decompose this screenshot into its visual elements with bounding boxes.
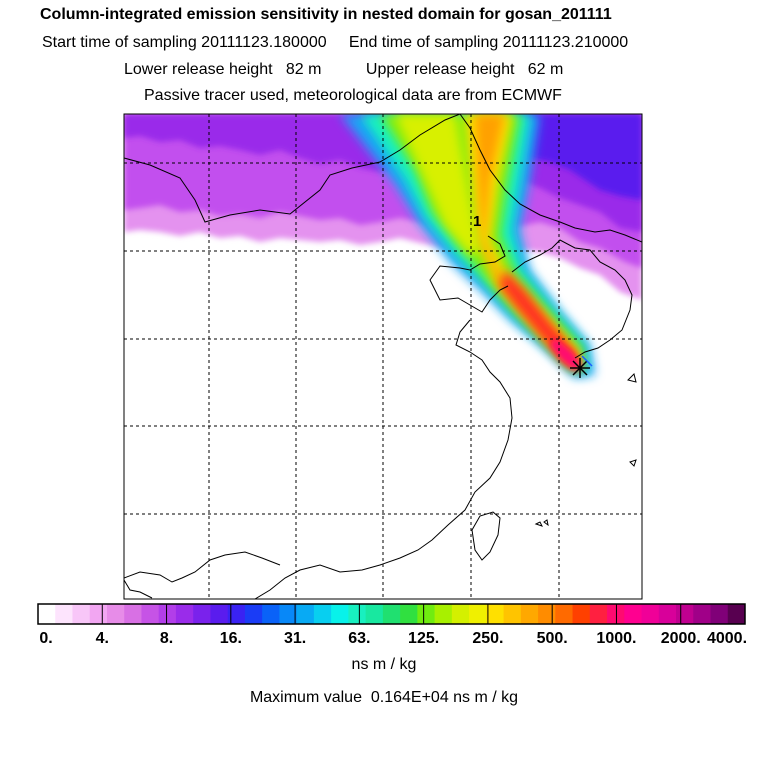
coastlines xyxy=(124,114,642,599)
upper-release-label: Upper release height 62 m xyxy=(365,61,564,78)
colorbar-swatch xyxy=(124,604,142,624)
colorbar-swatch xyxy=(641,604,660,624)
plume-band-yellow-left xyxy=(395,114,480,255)
colorbar-swatch xyxy=(469,604,487,624)
colorbar-swatch xyxy=(296,604,315,624)
colorbar-swatch xyxy=(262,604,280,624)
colorbar-swatch xyxy=(417,604,436,624)
site-marker-group xyxy=(570,355,593,378)
colorbar-tick-label: 4000. xyxy=(706,630,748,647)
colorbar-swatch xyxy=(400,604,418,624)
colorbar-swatch xyxy=(624,604,643,624)
colorbar-tick-label: 250. xyxy=(472,630,504,647)
colorbar-swatch xyxy=(348,604,367,624)
tracer-note: Passive tracer used, meteorological data… xyxy=(144,87,562,104)
colorbar-tick-label: 125. xyxy=(408,630,440,647)
colorbar-tick-label: 4. xyxy=(95,630,109,647)
colorbar-swatch xyxy=(693,604,712,624)
colorbar-unit: ns m / kg xyxy=(351,656,417,673)
colorbar-swatch xyxy=(503,604,522,624)
colorbar-swatch xyxy=(658,604,677,624)
label-1: 1 xyxy=(473,213,481,230)
colorbar-swatch xyxy=(175,604,194,624)
colorbar-swatch xyxy=(72,604,91,624)
colorbar-swatch xyxy=(210,604,229,624)
lat-lon-grid xyxy=(124,114,642,599)
sampling-times: Start time of sampling 20111123.180000 E… xyxy=(42,34,768,52)
sensitivity-field-top xyxy=(360,114,642,200)
colorbar xyxy=(37,603,746,625)
colorbar-swatch xyxy=(538,604,556,624)
colorbar-frame xyxy=(37,603,746,625)
colorbar-swatch xyxy=(244,604,263,624)
colorbar-swatch xyxy=(520,604,539,624)
plot-title: Column-integrated emission sensitivity i… xyxy=(40,6,612,23)
colorbar-swatch xyxy=(313,604,332,624)
colorbar-tick-label: 16. xyxy=(219,630,242,647)
maximum-value-text: Maximum value 0.164E+04 ns m / kg xyxy=(249,689,519,706)
plume-band-yellow xyxy=(465,114,580,368)
colorbar-swatch xyxy=(572,604,591,624)
colorbar-swatch xyxy=(710,604,729,624)
colorbar-swatch xyxy=(193,604,211,624)
colorbar-tick-label: 8. xyxy=(159,630,174,647)
colorbar-swatch xyxy=(158,604,177,624)
colorbar-swatch xyxy=(227,604,246,624)
lower-release-label: Lower release height 82 m xyxy=(124,61,322,78)
end-time-label: End time of sampling 20111123.210000 xyxy=(348,34,629,51)
start-time-label: Start time of sampling 20111123.180000 xyxy=(42,34,327,51)
colorbar-tick-label: 1000. xyxy=(596,630,637,647)
colorbar-swatch xyxy=(434,604,453,624)
colorbar-swatch xyxy=(727,604,746,624)
colorbar-swatch xyxy=(486,604,505,624)
colorbar-swatch xyxy=(106,604,125,624)
colorbar-tick-label: 2000. xyxy=(660,630,701,647)
colorbar-tick-label: 0. xyxy=(39,630,53,647)
colorbar-swatch xyxy=(555,604,574,624)
map-frame xyxy=(123,113,643,600)
colorbar-tick-label: 63. xyxy=(348,630,371,647)
colorbar-swatch xyxy=(89,604,108,624)
colorbar-tick-label: 500. xyxy=(536,630,568,647)
colorbar-swatch xyxy=(589,604,608,624)
colorbar-swatch xyxy=(676,604,694,624)
colorbar-swatch xyxy=(38,604,56,624)
colorbar-swatch xyxy=(279,604,298,624)
colorbar-swatch xyxy=(607,604,625,624)
colorbar-swatch xyxy=(382,604,401,624)
colorbar-swatch xyxy=(331,604,349,624)
release-heights: Lower release height 82 m Upper release … xyxy=(124,61,768,79)
colorbar-swatch xyxy=(365,604,384,624)
colorbar-tick-label: 31. xyxy=(283,630,307,647)
colorbar-swatch xyxy=(451,604,470,624)
colorbar-swatch xyxy=(141,604,160,624)
colorbar-swatch xyxy=(55,604,73,624)
maximum-value-line: Maximum value 0.164E+04 ns m / kg xyxy=(0,689,768,707)
map-field xyxy=(124,114,642,599)
